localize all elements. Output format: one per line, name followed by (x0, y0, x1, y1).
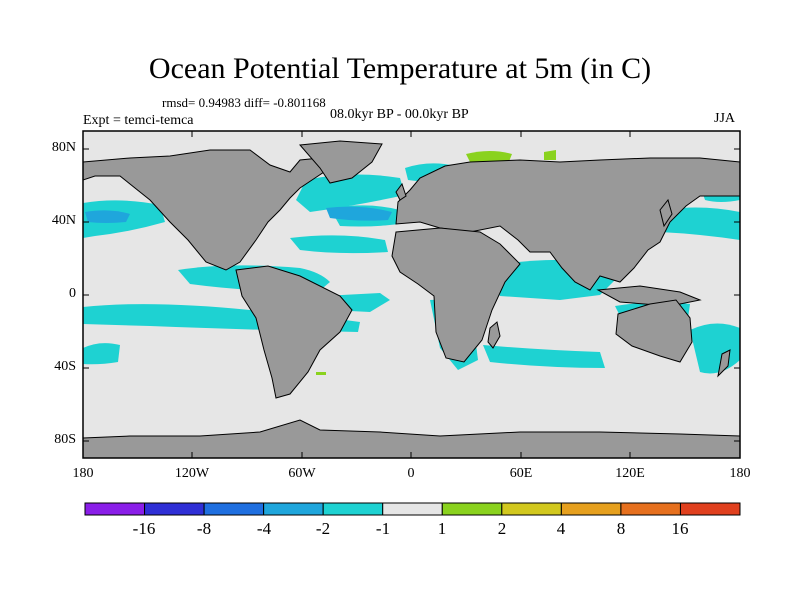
colorbar-swatch (679, 502, 741, 516)
lon-label-180e: 180 (729, 466, 751, 481)
colorbar-label: 1 (437, 519, 447, 538)
landmass-madagascar (487, 321, 501, 349)
colorbar-swatch (441, 502, 503, 516)
colorbar-swatch (84, 502, 146, 516)
colorbar-swatch (382, 502, 443, 516)
colorbar-label: 8 (616, 519, 626, 538)
colorbar-label: 2 (497, 519, 507, 538)
landmass-south-america (235, 265, 353, 399)
landmass-north-america (83, 149, 331, 271)
period-label: 08.0kyr BP - 00.0kyr BP (330, 107, 469, 122)
axis-ticks (83, 131, 740, 458)
anomaly-patch (483, 345, 605, 368)
lat-label-80n: 80N (51, 140, 76, 155)
lon-label-120w: 120W (174, 466, 210, 481)
colorbar-swatch (322, 502, 384, 516)
lon-label-60e: 60E (509, 466, 533, 481)
lon-label-120e: 120E (615, 466, 645, 481)
colorbar-swatch (620, 502, 681, 516)
landmass-africa (391, 227, 521, 363)
map-title: Ocean Potential Temperature at 5m (in C) (148, 52, 652, 85)
colorbar-label: -1 (375, 519, 391, 538)
anomaly-patch (83, 343, 120, 365)
anomaly-patch (85, 210, 130, 223)
landmass-uk (395, 182, 407, 201)
colorbar-label: 4 (556, 519, 566, 538)
landmass-australia (615, 299, 693, 363)
lat-label-40n: 40N (51, 213, 76, 228)
colorbar-swatch (560, 502, 622, 516)
colorbar-label: -4 (256, 519, 272, 538)
land-masses (83, 140, 740, 458)
colorbar-label: -16 (132, 519, 156, 538)
season-label: JJA (714, 111, 736, 126)
colorbar-swatch (501, 502, 562, 516)
landmass-antarctica (83, 419, 740, 458)
colorbar (84, 502, 741, 516)
lon-label-0: 0 (407, 466, 415, 481)
anomaly-patch (316, 372, 326, 375)
landmass-new-zealand (717, 349, 731, 378)
colorbar-label: 16 (671, 519, 689, 538)
landmass-japan (659, 198, 673, 228)
colorbar-label: -8 (196, 519, 212, 538)
experiment-label: Expt = temci-temca (83, 113, 194, 128)
colorbar-swatch (203, 502, 265, 516)
lat-label-80s: 80S (54, 432, 76, 447)
landmass-eurasia (395, 157, 740, 291)
lon-label-60w: 60W (288, 466, 316, 481)
anomaly-patch (544, 150, 556, 160)
anomaly-patch (326, 206, 392, 221)
lon-label-180w: 180 (72, 466, 94, 481)
landmass-greenland (298, 140, 383, 184)
lat-label-eq: 0 (69, 286, 76, 301)
colorbar-label: -2 (315, 519, 331, 538)
stats-label: rmsd= 0.94983 diff= -0.801168 (162, 95, 326, 110)
anomaly-patch (296, 174, 405, 212)
lat-label-40s: 40S (54, 359, 76, 374)
map-plot-area (83, 131, 740, 458)
anomaly-patch (290, 235, 388, 254)
colorbar-swatch (144, 502, 205, 516)
colorbar-swatch (263, 502, 324, 516)
